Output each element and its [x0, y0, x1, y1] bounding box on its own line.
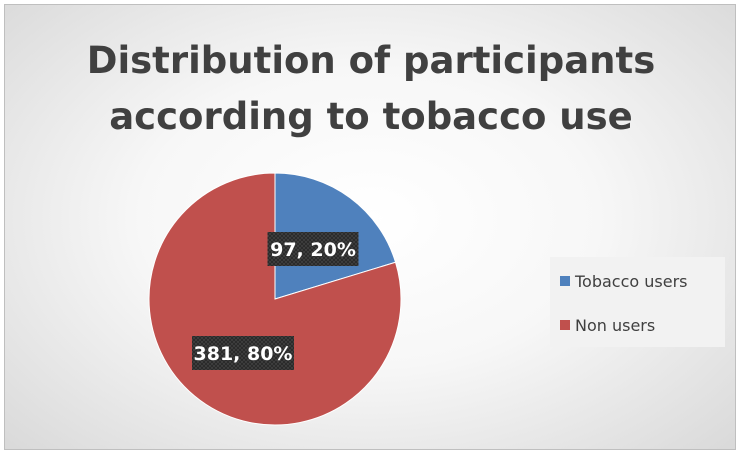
chart-title-line-1: Distribution of participants [86, 39, 656, 82]
data-label-box [267, 232, 359, 266]
legend-swatch-tobacco-users [560, 276, 570, 286]
legend: Tobacco users Non users [550, 257, 725, 347]
data-label-non-users: 381, 80% [192, 336, 294, 370]
pie-plot: 97, 20% 381, 80% [148, 172, 402, 426]
legend-swatch-non-users [560, 320, 570, 330]
chart-area: Distribution of participants according t… [4, 4, 736, 450]
legend-label-tobacco-users: Tobacco users [575, 271, 688, 291]
chart-title: Distribution of participants according t… [5, 33, 737, 145]
data-label-text: 381, 80% [194, 343, 293, 365]
legend-item-tobacco-users: Tobacco users [560, 270, 688, 292]
data-label-box [192, 336, 294, 370]
data-label-tobacco-users: 97, 20% [267, 232, 359, 266]
data-label-text: 97, 20% [270, 239, 356, 261]
legend-item-non-users: Non users [560, 314, 655, 336]
chart-title-line-2: according to tobacco use [109, 95, 633, 138]
legend-label-non-users: Non users [575, 315, 656, 335]
